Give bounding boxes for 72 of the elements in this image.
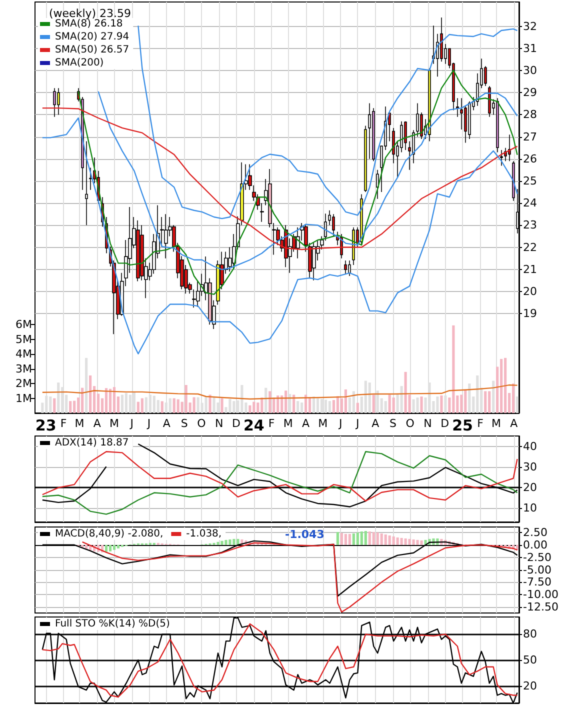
y2-tick-label: 2M [16, 377, 32, 390]
y-tick-label: 10 [523, 502, 537, 515]
y-tick-label: 30 [523, 64, 537, 77]
y-tick-label: 24 [523, 196, 537, 210]
x-tick-label: O [197, 417, 206, 430]
y-tick-label: -10.00 [523, 588, 558, 602]
x-tick-label: 23 [35, 416, 56, 434]
legend-label: SMA(50) 26.57 [55, 44, 130, 56]
legend-label: SMA(20) 27.94 [55, 32, 130, 42]
legend-label: Full STO %K(14) %D(5) [55, 618, 170, 630]
x-tick-label: A [93, 417, 102, 430]
y2-tick-label: 6M [16, 318, 32, 332]
y-tick-label: 29 [523, 86, 537, 100]
y-tick-label: 2.50 [523, 526, 548, 539]
y-tick-label: 19 [523, 307, 537, 320]
x-tick-label: J [338, 417, 342, 430]
x-tick-label: M [74, 417, 84, 430]
y-tick-label: 0.00 [523, 538, 548, 552]
x-tick-label: M [491, 417, 501, 430]
y2-tick-label: 5M [16, 332, 32, 346]
y-tick-label: 23 [523, 218, 537, 232]
x-tick-label: A [162, 417, 171, 430]
x-tick-label: D [440, 417, 450, 430]
y2-tick-label: 4M [16, 348, 32, 361]
y-tick-label: -5.00 [523, 563, 552, 576]
y-tick-label: -7.50 [523, 576, 552, 589]
text: (weekly) 23.59 [49, 7, 132, 20]
x-tick-label: F [268, 417, 275, 430]
x-tick-label: M [109, 417, 119, 430]
y-tick-label: 20 [523, 679, 537, 692]
y-tick-label: 21 [523, 262, 537, 276]
legend-label: SMA(200) [55, 58, 104, 68]
x-tick-label: N [215, 417, 224, 430]
x-tick-label: D [232, 417, 240, 430]
y2-tick-label: 1M [16, 392, 32, 405]
y-tick-label: 27 [523, 130, 537, 144]
x-tick-label: A [372, 417, 380, 430]
x-tick-label: J [129, 417, 134, 430]
x-tick-label: 24 [243, 416, 264, 434]
y-tick-label: -12.50 [523, 600, 558, 614]
y-tick-label: 20 [523, 481, 537, 494]
y-tick-label: 80 [523, 628, 537, 641]
x-tick-label: 25 [452, 416, 473, 434]
legend-label: -1.038, [186, 528, 222, 540]
x-tick-label: F [60, 417, 67, 430]
x-tick-label: N [424, 417, 432, 430]
x-tick-label: M [283, 417, 293, 430]
y-tick-label: 25 [523, 174, 537, 188]
y-tick-label: -2.50 [523, 550, 552, 564]
x-tick-label: O [406, 417, 415, 430]
y-tick-label: 28 [523, 108, 537, 122]
x-tick-label: S [180, 417, 188, 430]
x-tick-label: F [477, 417, 484, 430]
x-tick-label: M [318, 417, 328, 430]
legend-label: ADX(14) 18.87 [55, 438, 129, 448]
x-tick-label: A [510, 417, 518, 430]
y-tick-label: 40 [523, 440, 537, 453]
legend-label: SMA(8) 26.18 [55, 18, 123, 30]
y2-tick-label: 3M [16, 362, 32, 376]
y-tick-label: 30 [523, 460, 537, 474]
y-tick-label: 50 [523, 654, 537, 666]
annotation: -1.043 [285, 528, 324, 541]
x-tick-label: J [355, 417, 360, 430]
y-tick-label: 26 [523, 152, 537, 166]
x-tick-label: J [146, 417, 151, 430]
legend-label: MACD(8,40,9) -2.080, [55, 528, 164, 540]
x-tick-label: S [390, 417, 397, 430]
y-tick-label: 20 [523, 284, 537, 298]
y-tick-label: 22 [523, 240, 537, 254]
y-tick-label: 32 [523, 20, 537, 33]
x-tick-label: A [302, 417, 310, 430]
y-tick-label: 31 [523, 42, 537, 55]
